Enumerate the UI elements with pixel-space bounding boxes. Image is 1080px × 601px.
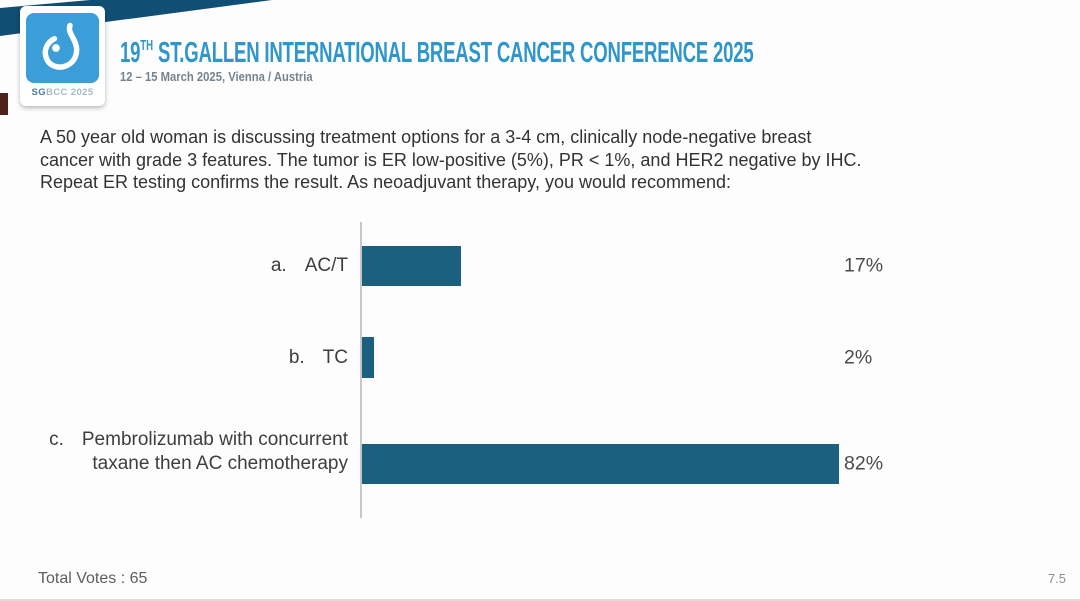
bottom-edge-line <box>0 599 1080 601</box>
drop-logo-icon <box>42 22 79 70</box>
title-number: 19 <box>120 37 141 69</box>
option-a-text: AC/T <box>304 255 348 276</box>
logo-wordmark-sg: SG <box>31 87 46 98</box>
logo-square <box>26 13 99 83</box>
left-edge-artifact <box>0 93 8 115</box>
option-a-letter: a. <box>270 255 287 276</box>
bar-option-c <box>362 444 840 484</box>
percent-option-a: 17% <box>844 254 884 277</box>
conference-subtitle: 12 – 15 March 2025, Vienna / Austria <box>120 70 313 84</box>
question-line-3: Repeat ER testing confirms the result. A… <box>40 172 732 192</box>
logo-wordmark-rest: BCC 2025 <box>45 87 94 98</box>
question-line-2: cancer with grade 3 features. The tumor … <box>40 149 862 170</box>
total-votes-label: Total Votes : 65 <box>38 570 148 587</box>
title-ordinal: TH <box>140 37 154 54</box>
option-c-label: c. Pembrolizumab with concurrent taxane … <box>0 428 348 476</box>
header: 19TH ST.GALLEN INTERNATIONAL BREAST CANC… <box>120 30 1080 84</box>
percent-option-c: 82% <box>844 452 884 475</box>
option-b-label: b. TC <box>0 346 348 370</box>
percent-option-b: 2% <box>844 346 873 368</box>
title-text: ST.GALLEN INTERNATIONAL BREAST CANCER CO… <box>153 37 754 69</box>
poll-row-b: b. TC 2% <box>0 337 1080 378</box>
option-c-text-line-1: Pembrolizumab with concurrent <box>81 429 348 450</box>
poll-row-c: c. Pembrolizumab with concurrent taxane … <box>0 429 1080 484</box>
bar-option-a <box>362 246 461 286</box>
option-b-text: TC <box>322 346 348 368</box>
option-c-letter: c. <box>49 429 64 450</box>
option-c-text-line-2: taxane then AC chemotherapy <box>92 453 348 474</box>
question-line-1: A 50 year old woman is discussing treatm… <box>40 127 812 147</box>
conference-title: 19TH ST.GALLEN INTERNATIONAL BREAST CANC… <box>120 30 754 69</box>
chart-axis-line <box>360 222 362 518</box>
conference-logo-card: SGBCC 2025 <box>20 6 105 106</box>
logo-wordmark: SGBCC 2025 <box>31 87 93 98</box>
question-text: A 50 year old woman is discussing treatm… <box>40 126 862 194</box>
option-b-letter: b. <box>288 346 305 368</box>
bar-option-b <box>362 337 374 378</box>
option-a-label: a. AC/T <box>0 254 348 278</box>
poll-row-a: a. AC/T 17% <box>0 246 1080 286</box>
option-c-text: Pembrolizumab with concurrent taxane the… <box>82 428 348 476</box>
page-number: 7.5 <box>1047 571 1066 586</box>
